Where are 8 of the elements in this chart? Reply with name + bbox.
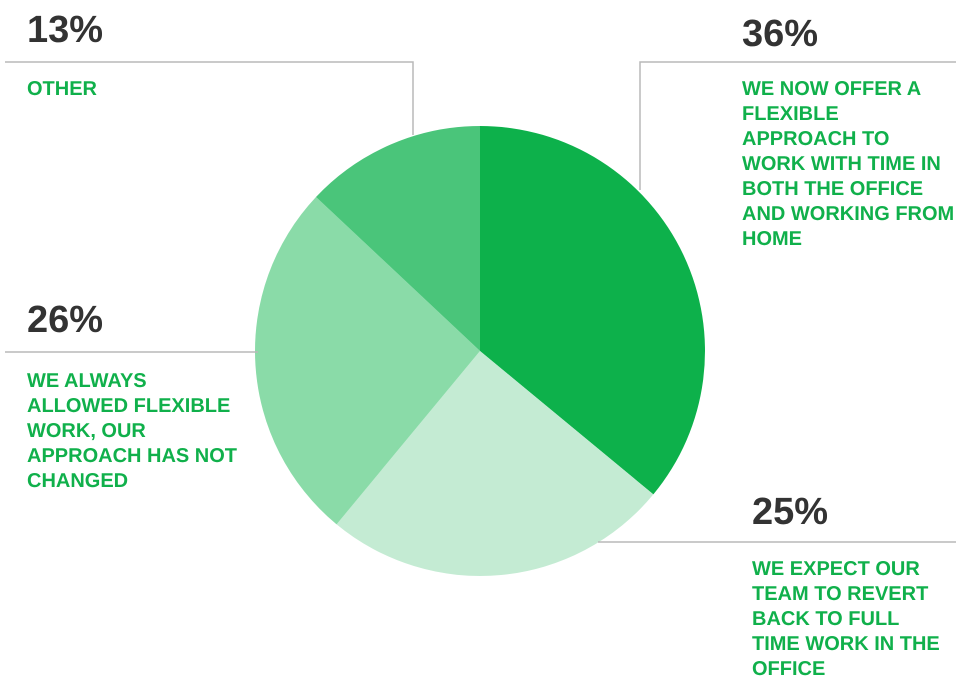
data-label: 13% [27,8,104,52]
data-label: 25% [752,490,828,534]
slice-label: WE EXPECT OUR TEAM TO REVERT BACK TO FULL TIME WORK IN THE OFFICE [752,557,941,682]
slice-label: WE NOW OFFER A FLEXIBLE APPROACH TO WORK WITH TIME IN BOTH THE OFFICE AND WORKING FROM HOME [742,77,956,252]
data-label: 36% [742,12,818,56]
data-label: 26% [27,298,104,342]
slice-label: WE ALWAYS ALLOWED FLEXIBLE WORK, OUR APPROACH HAS NOT CHANGED [27,369,238,494]
slice-label: OTHER [27,77,98,102]
